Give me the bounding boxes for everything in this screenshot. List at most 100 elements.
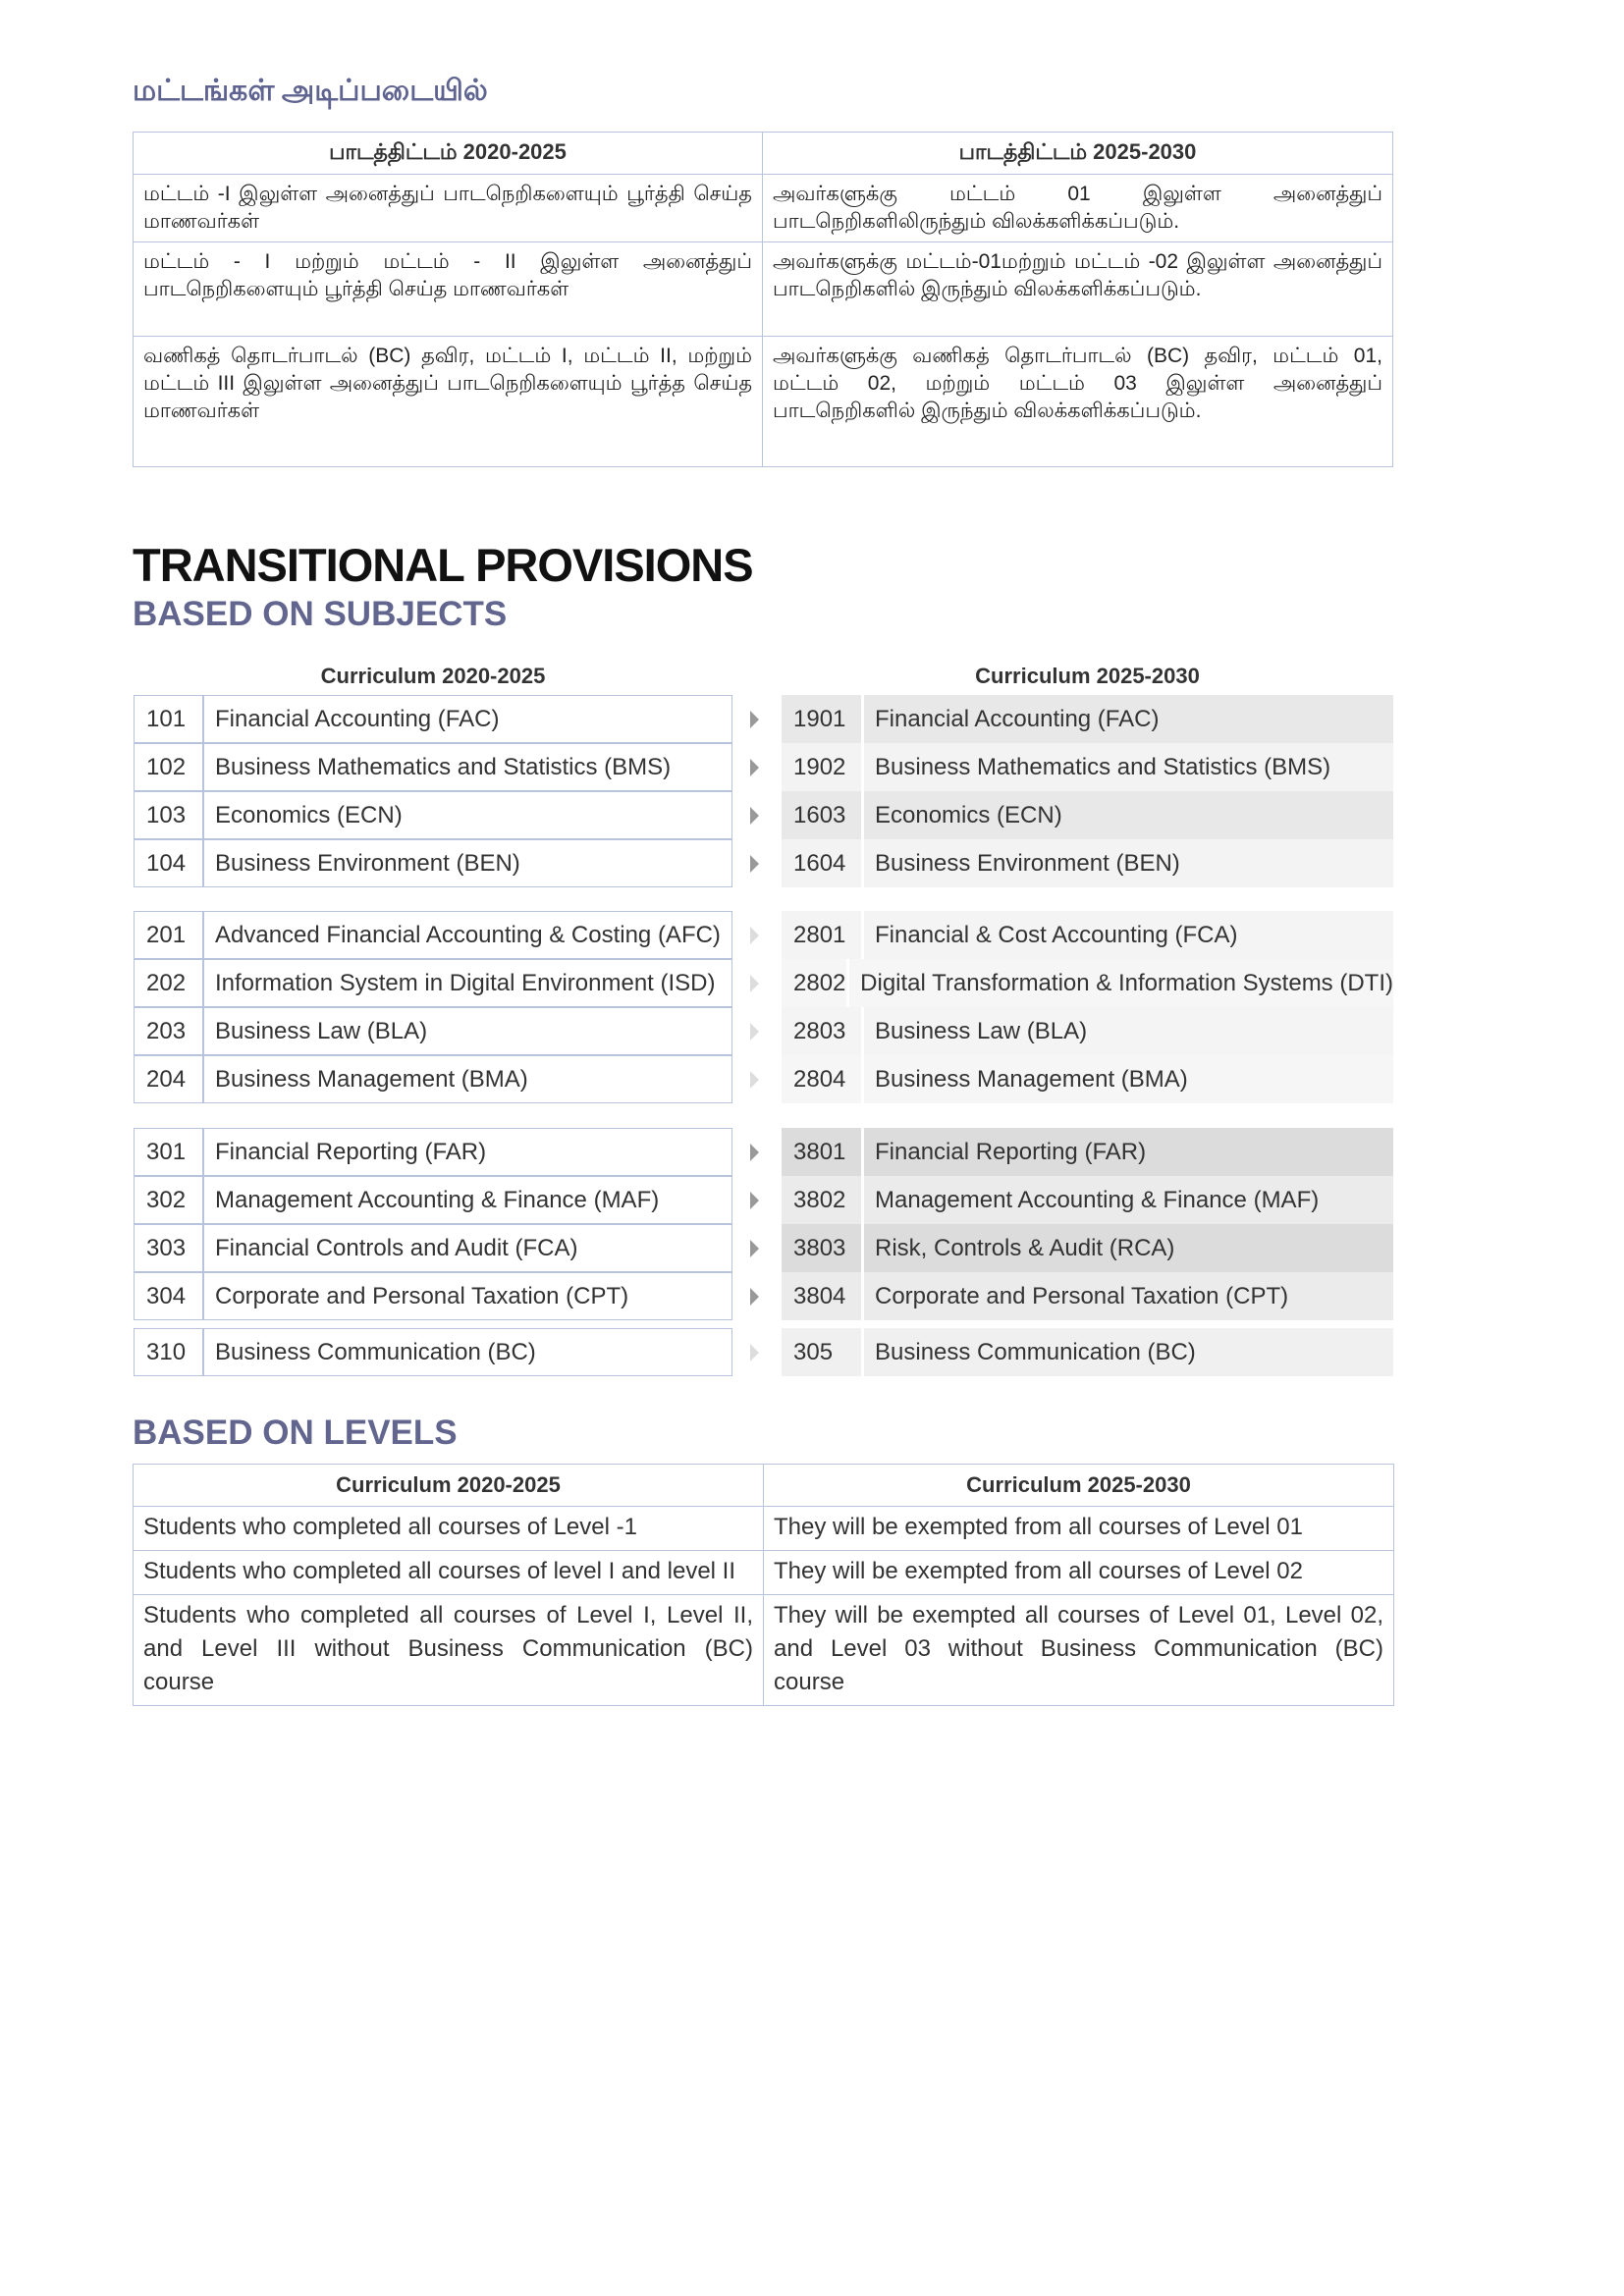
old-course-name: Information System in Digital Environmen… xyxy=(215,969,716,996)
arrow-right-icon xyxy=(750,1071,759,1089)
old-course-name: Advanced Financial Accounting & Costing … xyxy=(215,921,721,948)
old-course-name: Business Management (BMA) xyxy=(215,1065,528,1093)
new-course-name: Corporate and Personal Taxation (CPT) xyxy=(875,1282,1289,1309)
old-course-code: 304 xyxy=(135,1273,204,1319)
old-course-row: 201 Advanced Financial Accounting & Cost… xyxy=(134,911,732,959)
new-course-row: 2802 Digital Transformation & Informatio… xyxy=(782,959,1393,1007)
old-course-name: Economics (ECN) xyxy=(215,801,403,828)
page-title: TRANSITIONAL PROVISIONS xyxy=(133,539,754,591)
new-course-name: Financial Accounting (FAC) xyxy=(875,705,1160,732)
new-course-row: 305 Business Communication (BC) xyxy=(782,1328,1393,1376)
old-course-row: 104 Business Environment (BEN) xyxy=(134,839,732,887)
new-course-name: Digital Transformation & Information Sys… xyxy=(860,969,1393,996)
new-course-row: 1603 Economics (ECN) xyxy=(782,791,1393,839)
old-course-name: Business Environment (BEN) xyxy=(215,849,520,877)
old-course-row: 103 Economics (ECN) xyxy=(134,791,732,839)
old-course-name: Financial Accounting (FAC) xyxy=(215,705,500,732)
old-course-code: 303 xyxy=(135,1225,204,1271)
table-cell: வணிகத் தொடர்பாடல் (BC) தவிர, மட்டம் I, ம… xyxy=(133,336,763,467)
old-course-row: 101 Financial Accounting (FAC) xyxy=(134,695,732,743)
old-course-row: 204 Business Management (BMA) xyxy=(134,1055,732,1103)
new-course-name: Business Communication (BC) xyxy=(875,1338,1196,1365)
new-course-code: 1604 xyxy=(782,839,864,887)
old-course-code: 201 xyxy=(135,912,204,958)
column-header: Curriculum 2025-2030 xyxy=(763,1464,1394,1507)
levels-table: Curriculum 2020-2025 Curriculum 2025-203… xyxy=(133,1464,1394,1706)
old-course-row: 310 Business Communication (BC) xyxy=(134,1328,732,1376)
column-header: Curriculum 2020-2025 xyxy=(133,1464,764,1507)
new-course-code: 2803 xyxy=(782,1007,864,1055)
arrow-right-icon xyxy=(750,1240,759,1257)
old-course-code: 204 xyxy=(135,1056,204,1102)
old-course-name: Corporate and Personal Taxation (CPT) xyxy=(215,1282,629,1309)
arrow-right-icon xyxy=(750,1344,759,1362)
new-course-row: 3802 Management Accounting & Finance (MA… xyxy=(782,1176,1393,1224)
new-course-code: 2804 xyxy=(782,1055,864,1103)
new-course-code: 3801 xyxy=(782,1128,864,1176)
new-course-row: 3801 Financial Reporting (FAR) xyxy=(782,1128,1393,1176)
old-course-name: Management Accounting & Finance (MAF) xyxy=(215,1186,660,1213)
arrow-right-icon xyxy=(750,1144,759,1161)
table-cell: They will be exempted from all courses o… xyxy=(763,1550,1394,1595)
arrow-right-icon xyxy=(750,1192,759,1209)
new-course-code: 2801 xyxy=(782,911,864,959)
table-cell: Students who completed all courses of le… xyxy=(133,1550,764,1595)
arrow-right-icon xyxy=(750,759,759,776)
new-course-name: Economics (ECN) xyxy=(875,801,1062,828)
new-course-code: 305 xyxy=(782,1328,864,1376)
new-course-row: 3804 Corporate and Personal Taxation (CP… xyxy=(782,1272,1393,1320)
arrow-right-icon xyxy=(750,855,759,873)
new-course-code: 3802 xyxy=(782,1176,864,1224)
table-row: மட்டம் -I இலுள்ள அனைத்துப் பாடநெறிகளையும… xyxy=(133,174,1393,242)
old-course-code: 202 xyxy=(135,960,204,1006)
table-row: Students who completed all courses of Le… xyxy=(133,1506,1394,1551)
tamil-section-heading: மட்டங்கள் அடிப்படையில் xyxy=(133,75,488,107)
new-course-code: 3803 xyxy=(782,1224,864,1272)
new-course-name: Business Management (BMA) xyxy=(875,1065,1188,1093)
old-course-code: 203 xyxy=(135,1008,204,1054)
new-course-name: Management Accounting & Finance (MAF) xyxy=(875,1186,1320,1213)
left-curriculum-header: Curriculum 2020-2025 xyxy=(320,664,546,688)
old-course-name: Business Communication (BC) xyxy=(215,1338,536,1365)
old-course-name: Financial Reporting (FAR) xyxy=(215,1138,487,1165)
new-course-code: 2802 xyxy=(782,959,850,1007)
tamil-levels-table: பாடத்திட்டம் 2020-2025 பாடத்திட்டம் 2025… xyxy=(133,132,1393,467)
old-course-row: 203 Business Law (BLA) xyxy=(134,1007,732,1055)
new-course-row: 3803 Risk, Controls & Audit (RCA) xyxy=(782,1224,1393,1272)
new-course-name: Business Mathematics and Statistics (BMS… xyxy=(875,753,1331,780)
old-course-code: 302 xyxy=(135,1177,204,1223)
subjects-heading: BASED ON SUBJECTS xyxy=(133,595,508,633)
table-row: மட்டம் - I மற்றும் மட்டம் - II இலுள்ள அன… xyxy=(133,241,1393,337)
new-course-row: 2801 Financial & Cost Accounting (FCA) xyxy=(782,911,1393,959)
old-course-code: 104 xyxy=(135,840,204,886)
arrow-right-icon xyxy=(750,807,759,825)
old-course-code: 310 xyxy=(135,1329,204,1375)
new-course-name: Business Environment (BEN) xyxy=(875,849,1180,877)
right-curriculum-header: Curriculum 2025-2030 xyxy=(975,664,1200,688)
old-course-row: 302 Management Accounting & Finance (MAF… xyxy=(134,1176,732,1224)
column-header: பாடத்திட்டம் 2020-2025 xyxy=(133,132,763,175)
old-course-code: 301 xyxy=(135,1129,204,1175)
table-header-row: பாடத்திட்டம் 2020-2025 பாடத்திட்டம் 2025… xyxy=(133,132,1393,175)
table-row: Students who completed all courses of le… xyxy=(133,1550,1394,1595)
new-course-row: 1902 Business Mathematics and Statistics… xyxy=(782,743,1393,791)
table-cell: Students who completed all courses of Le… xyxy=(133,1594,764,1706)
table-cell: அவர்களுக்கு மட்டம் 01 இலுள்ள அனைத்துப் ப… xyxy=(762,174,1393,242)
arrow-right-icon xyxy=(750,711,759,728)
new-course-row: 1901 Financial Accounting (FAC) xyxy=(782,695,1393,743)
new-course-row: 2804 Business Management (BMA) xyxy=(782,1055,1393,1103)
new-course-name: Financial & Cost Accounting (FCA) xyxy=(875,921,1238,948)
new-course-code: 1902 xyxy=(782,743,864,791)
arrow-right-icon xyxy=(750,975,759,992)
new-course-code: 3804 xyxy=(782,1272,864,1320)
table-cell: They will be exempted all courses of Lev… xyxy=(763,1594,1394,1706)
arrow-right-icon xyxy=(750,927,759,944)
levels-heading: BASED ON LEVELS xyxy=(133,1414,458,1452)
arrow-right-icon xyxy=(750,1288,759,1306)
arrow-right-icon xyxy=(750,1023,759,1041)
table-cell: மட்டம் -I இலுள்ள அனைத்துப் பாடநெறிகளையும… xyxy=(133,174,763,242)
new-course-name: Business Law (BLA) xyxy=(875,1017,1088,1044)
table-cell: Students who completed all courses of Le… xyxy=(133,1506,764,1551)
old-course-name: Financial Controls and Audit (FCA) xyxy=(215,1234,578,1261)
new-course-code: 1603 xyxy=(782,791,864,839)
